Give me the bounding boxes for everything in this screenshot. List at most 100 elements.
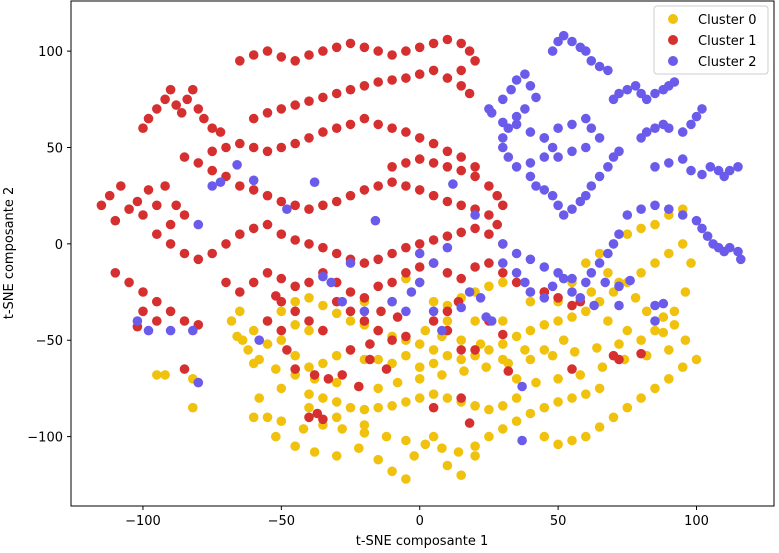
- point-2-2: [506, 84, 516, 95]
- point-1-57: [401, 73, 411, 83]
- point-1-48: [276, 104, 287, 114]
- point-2-3: [511, 75, 522, 85]
- point-0-193: [511, 374, 522, 384]
- point-1-32: [290, 138, 301, 149]
- point-0-54: [614, 339, 624, 349]
- point-0-160: [558, 335, 569, 346]
- point-2-30: [581, 190, 591, 201]
- point-2-19: [511, 162, 522, 172]
- point-0-70: [456, 470, 467, 481]
- point-2-124: [207, 181, 217, 191]
- point-0-174: [428, 389, 439, 400]
- point-0-20: [525, 325, 536, 336]
- point-2-127: [248, 175, 259, 186]
- point-2-17: [539, 152, 550, 162]
- point-1-178: [365, 354, 375, 365]
- point-2-87: [677, 210, 688, 220]
- point-1-135: [138, 287, 148, 297]
- point-2-6: [531, 92, 541, 103]
- point-1-147: [276, 273, 287, 284]
- x-axis-label: t-SNE composante 1: [356, 534, 489, 549]
- y-axis: −100 −50 0 50 100: [27, 45, 71, 446]
- point-1-108: [165, 239, 176, 249]
- point-2-94: [724, 242, 735, 253]
- legend-label-2: Cluster 2: [698, 55, 757, 70]
- point-1-190: [271, 291, 281, 301]
- point-2-152: [486, 316, 497, 326]
- point-1-111: [207, 248, 217, 259]
- point-2-66: [650, 123, 660, 133]
- point-0-56: [658, 327, 669, 338]
- point-1-24: [207, 123, 217, 133]
- x-tick-label-2: 0: [416, 514, 424, 529]
- point-1-94: [331, 196, 342, 207]
- point-0-47: [459, 366, 469, 376]
- point-1-98: [387, 177, 397, 187]
- point-1-75: [401, 46, 411, 56]
- point-2-144: [437, 325, 447, 336]
- point-1-127: [428, 235, 439, 245]
- point-2-33: [603, 162, 613, 172]
- point-0-189: [276, 383, 287, 394]
- point-2-122: [193, 377, 204, 388]
- point-0-13: [428, 345, 439, 355]
- point-2-129: [282, 204, 292, 214]
- point-2-115: [558, 273, 569, 284]
- point-1-82: [456, 65, 467, 76]
- point-2-102: [567, 273, 577, 284]
- point-0-41: [331, 377, 342, 388]
- point-2-22: [525, 171, 536, 182]
- point-1-73: [373, 46, 384, 56]
- point-2-55: [614, 88, 624, 99]
- point-2-59: [641, 94, 652, 105]
- point-0-6: [331, 308, 342, 319]
- point-2-82: [733, 162, 743, 172]
- point-2-7: [520, 104, 530, 114]
- point-1-36: [345, 119, 356, 130]
- point-1-22: [193, 104, 204, 114]
- point-0-65: [387, 466, 397, 477]
- point-0-22: [553, 316, 563, 326]
- point-0-91: [677, 362, 688, 373]
- point-0-31: [677, 239, 688, 249]
- point-2-42: [581, 142, 591, 153]
- point-1-101: [428, 190, 439, 201]
- point-1-62: [464, 88, 475, 99]
- point-1-26: [207, 146, 217, 157]
- point-2-88: [691, 215, 702, 226]
- point-1-100: [414, 185, 425, 195]
- point-1-154: [373, 281, 384, 292]
- point-1-126: [414, 239, 425, 249]
- point-1-149: [304, 277, 314, 288]
- point-1-30: [262, 146, 273, 157]
- legend-marker-2: [668, 56, 678, 66]
- y-tick-label-1: −50: [36, 334, 63, 349]
- point-1-199: [365, 339, 375, 349]
- x-tick-label-1: −50: [268, 514, 295, 529]
- point-2-77: [697, 169, 707, 180]
- point-0-66: [401, 474, 411, 484]
- point-0-157: [586, 287, 597, 297]
- point-1-216: [179, 364, 190, 374]
- legend-marker-0: [668, 14, 678, 24]
- point-1-211: [567, 300, 577, 311]
- point-1-52: [331, 88, 342, 99]
- point-1-204: [456, 345, 467, 355]
- point-0-145: [237, 335, 248, 346]
- point-0-138: [420, 439, 431, 450]
- point-1-116: [276, 229, 287, 239]
- point-1-39: [387, 123, 397, 133]
- point-1-68: [304, 50, 314, 60]
- point-2-103: [581, 277, 591, 288]
- point-0-167: [420, 325, 431, 336]
- point-1-138: [179, 316, 190, 326]
- point-1-54: [359, 81, 370, 91]
- legend-label-1: Cluster 1: [698, 34, 757, 49]
- point-2-119: [143, 325, 154, 336]
- point-1-42: [428, 138, 439, 149]
- point-1-146: [262, 268, 273, 278]
- point-1-2: [116, 181, 126, 191]
- point-1-136: [152, 296, 162, 307]
- point-0-104: [414, 362, 425, 373]
- point-1-140: [138, 306, 148, 317]
